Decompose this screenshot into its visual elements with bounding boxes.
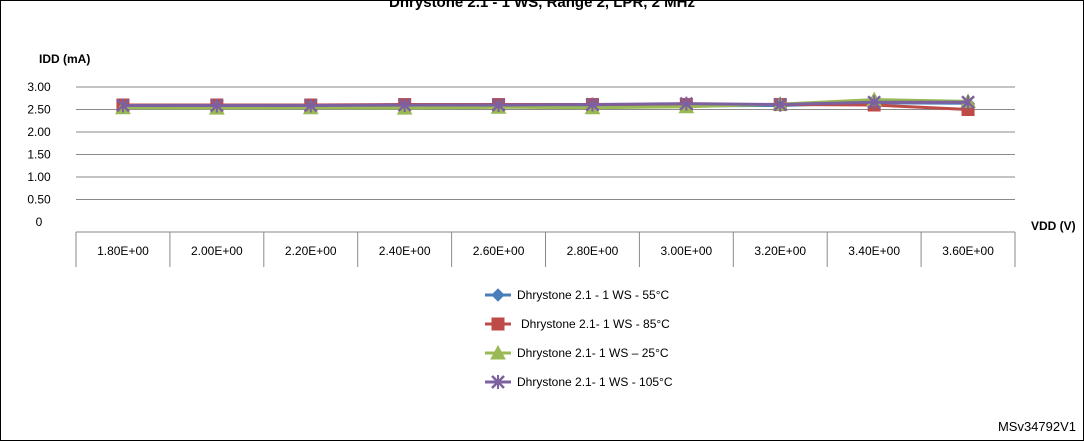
x-tick-label: 2.20E+00: [285, 244, 337, 258]
legend-item: Dhrystone 2.1 - 1 WS - 55°C: [485, 288, 670, 302]
legend-label: Dhrystone 2.1- 1 WS - 105°C: [517, 375, 673, 389]
y-axis-label: IDD (mA): [39, 52, 90, 66]
x-tick-label: 2.80E+00: [567, 244, 619, 258]
legend-label: Dhrystone 2.1- 1 WS - 85°C: [521, 317, 670, 331]
data-point: [867, 95, 882, 110]
legend-label: Dhrystone 2.1 - 1 WS - 55°C: [517, 288, 670, 302]
data-point: [773, 97, 788, 112]
chart-title: Dhrystone 2.1 - 1 WS, Range 2, LPR, 2 MH…: [389, 1, 695, 11]
watermark-label: MSv34792V1: [998, 419, 1076, 434]
legend-marker: [491, 375, 505, 389]
legend: Dhrystone 2.1 - 1 WS - 55°C Dhrystone 2.1…: [485, 288, 673, 389]
y-tick-label: 2.50: [27, 103, 51, 117]
legend-marker: [490, 344, 506, 360]
legend-item: Dhrystone 2.1- 1 WS - 85°C: [485, 317, 670, 331]
series-line: [122, 100, 969, 107]
series-4: [116, 95, 975, 113]
data-point: [209, 98, 224, 113]
x-tick-label: 2.40E+00: [379, 244, 431, 258]
series-line: [122, 98, 969, 110]
x-axis: 1.80E+00 2.00E+00 2.20E+00 2.40E+00 2.60E+00…: [75, 231, 1016, 267]
x-tick-label: 2.00E+00: [191, 244, 243, 258]
legend-item: Dhrystone 2.1- 1 WS – 25°C: [485, 344, 669, 360]
legend-item: Dhrystone 2.1- 1 WS - 105°C: [485, 375, 673, 389]
legend-marker: [491, 317, 505, 331]
x-tick-label: 2.60E+00: [473, 244, 525, 258]
y-tick-label: 1.00: [27, 170, 51, 184]
data-point: [397, 98, 412, 112]
data-point: [116, 98, 130, 113]
x-axis-label: VDD (V): [1031, 219, 1076, 233]
y-tick-label: 0: [36, 215, 43, 229]
y-tick-label: 2.00: [27, 125, 51, 139]
x-tick-label: 1.80E+00: [97, 244, 149, 258]
series-group: [115, 91, 976, 116]
data-point: [961, 95, 975, 110]
y-tick-labels: 3.00 2.50 2.00 1.50 1.00 0.50 0: [27, 80, 51, 229]
x-tick-label: 3.40E+00: [848, 244, 900, 258]
legend-marker: [491, 288, 505, 302]
x-tick-label: 3.00E+00: [660, 244, 712, 258]
x-tick-label: 3.60E+00: [942, 244, 994, 258]
data-point: [585, 97, 600, 112]
y-tick-label: 0.50: [27, 193, 51, 207]
data-point: [303, 98, 318, 113]
legend-label: Dhrystone 2.1- 1 WS – 25°C: [517, 346, 669, 360]
y-tick-label: 3.00: [27, 80, 51, 94]
x-tick-label: 3.20E+00: [754, 244, 806, 258]
data-point: [679, 96, 694, 111]
data-point: [491, 98, 506, 112]
y-tick-label: 1.50: [27, 148, 51, 162]
